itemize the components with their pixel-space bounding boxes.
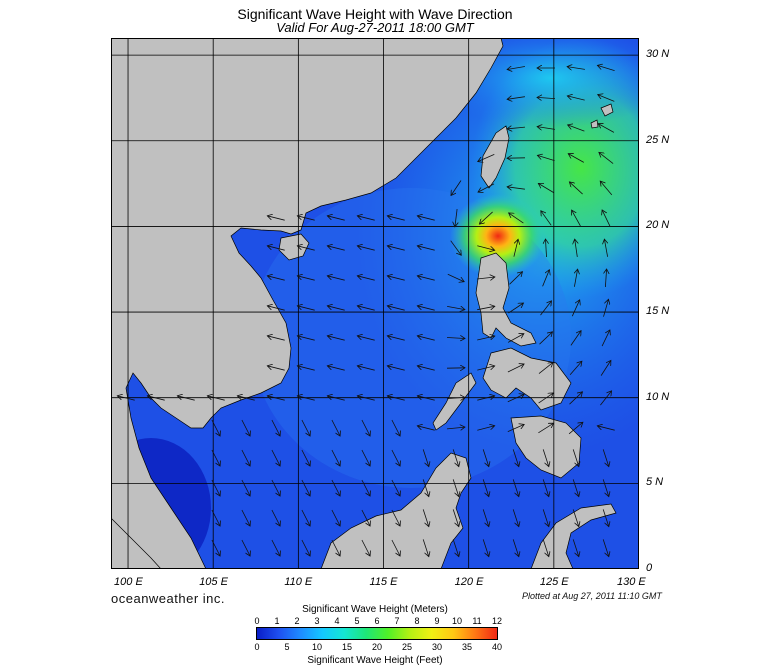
latitude-label: 30 N	[646, 48, 669, 60]
meter-tick-label: 4	[334, 616, 339, 626]
meter-tick-label: 10	[452, 616, 462, 626]
longitude-label: 100 E	[114, 576, 143, 588]
meter-tick-label: 1	[274, 616, 279, 626]
longitude-label: 130 E	[617, 576, 646, 588]
latitude-label: 20 N	[646, 219, 669, 231]
feet-tick-label: 15	[342, 642, 352, 652]
feet-tick-label: 35	[462, 642, 472, 652]
chart-subtitle: Valid For Aug-27-2011 18:00 GMT	[0, 21, 750, 35]
colorbar-title-feet: Significant Wave Height (Feet)	[255, 655, 495, 666]
meter-tick-label: 8	[414, 616, 419, 626]
colorbar-title-meters: Significant Wave Height (Meters)	[255, 604, 495, 615]
meter-tick-label: 9	[434, 616, 439, 626]
longitude-label: 120 E	[455, 576, 484, 588]
longitude-label: 115 E	[370, 576, 398, 588]
meter-tick-label: 3	[314, 616, 319, 626]
wave-map	[111, 38, 639, 569]
feet-tick-label: 5	[284, 642, 289, 652]
longitude-label: 105 E	[199, 576, 228, 588]
feet-tick-label: 25	[402, 642, 412, 652]
meter-tick-label: 2	[294, 616, 299, 626]
meter-tick-label: 0	[254, 616, 259, 626]
colorbar-legend	[256, 627, 498, 640]
meter-tick-label: 12	[492, 616, 502, 626]
latitude-label: 5 N	[646, 476, 663, 488]
feet-tick-label: 0	[254, 642, 259, 652]
feet-tick-label: 10	[312, 642, 322, 652]
meter-tick-label: 11	[472, 616, 481, 626]
feet-tick-label: 40	[492, 642, 502, 652]
latitude-label: 25 N	[646, 134, 669, 146]
latitude-label: 0	[646, 562, 652, 574]
longitude-label: 125 E	[540, 576, 569, 588]
latitude-label: 10 N	[646, 391, 669, 403]
feet-tick-label: 20	[372, 642, 382, 652]
latitude-label: 15 N	[646, 305, 669, 317]
meter-tick-label: 5	[354, 616, 359, 626]
longitude-label: 110 E	[284, 576, 312, 588]
plotted-timestamp: Plotted at Aug 27, 2011 11:10 GMT	[522, 591, 662, 601]
feet-tick-label: 30	[432, 642, 442, 652]
meter-tick-label: 7	[394, 616, 399, 626]
meter-tick-label: 6	[374, 616, 379, 626]
brand-logo-text: oceanweather inc.	[111, 591, 225, 606]
